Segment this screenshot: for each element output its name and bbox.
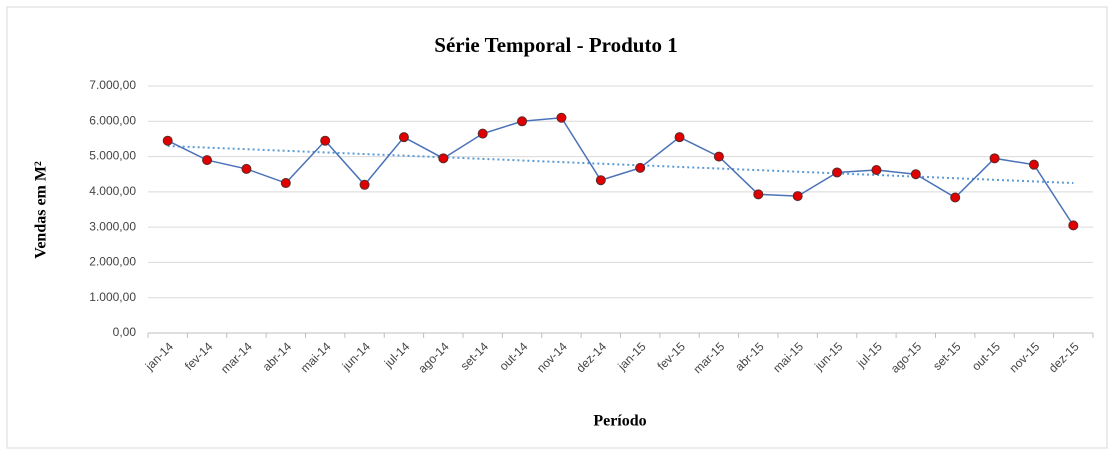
marker: [517, 116, 528, 127]
marker: [1068, 220, 1079, 231]
y-tick-label: 1.000,00: [89, 290, 136, 304]
series-line: [167, 116, 1074, 226]
marker: [477, 128, 488, 139]
trendline: [167, 144, 1074, 185]
marker: [280, 178, 291, 189]
y-tick-label: 2.000,00: [89, 255, 136, 269]
marker: [1028, 159, 1039, 170]
marker: [989, 153, 1000, 164]
marker: [635, 162, 646, 173]
marker: [674, 132, 685, 143]
marker: [832, 167, 843, 178]
marker: [950, 192, 961, 203]
y-tick-label: 0,00: [113, 325, 137, 339]
marker: [556, 112, 567, 123]
marker: [398, 132, 409, 143]
y-tick-label: 4.000,00: [89, 184, 136, 198]
marker: [359, 179, 370, 190]
marker: [910, 169, 921, 180]
marker: [753, 189, 764, 200]
chart-title: Série Temporal - Produto 1: [434, 33, 677, 57]
y-tick-label: 3.000,00: [89, 219, 136, 233]
y-tick-label: 6.000,00: [89, 113, 136, 127]
y-tick-label: 5.000,00: [89, 149, 136, 163]
marker: [792, 191, 803, 202]
marker: [162, 135, 173, 146]
marker: [320, 135, 331, 146]
y-tick-label: 7.000,00: [89, 78, 136, 92]
marker: [595, 175, 606, 186]
y-axis-label: Vendas em M²: [33, 161, 50, 259]
marker: [871, 164, 882, 175]
marker: [241, 163, 252, 174]
marker: [202, 155, 213, 166]
marker: [713, 151, 724, 162]
marker: [438, 153, 449, 164]
x-axis-label: Período: [593, 413, 646, 430]
